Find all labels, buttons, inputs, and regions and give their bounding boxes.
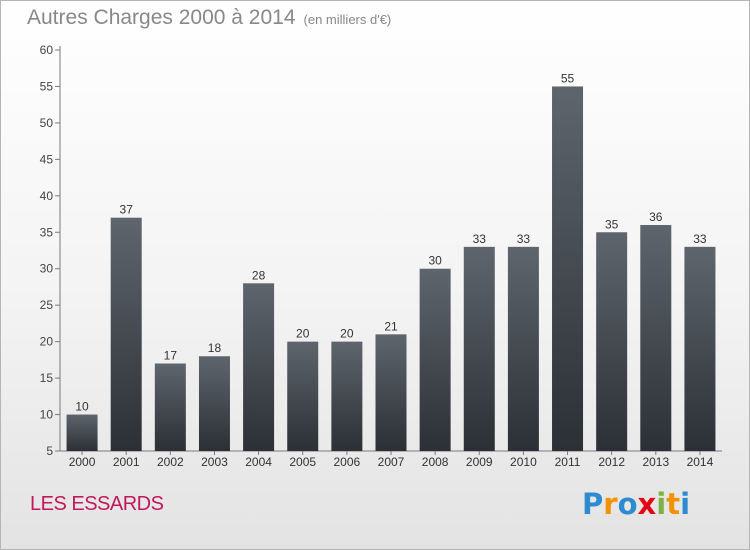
bar-value-label: 17 bbox=[164, 349, 178, 363]
chart-title: Autres Charges 2000 à 2014 (en milliers d… bbox=[27, 6, 391, 30]
bar-value-label: 20 bbox=[340, 327, 354, 341]
bar-value-label: 28 bbox=[252, 268, 266, 282]
bar-value-label: 33 bbox=[693, 232, 707, 246]
bar-value-label: 33 bbox=[517, 232, 531, 246]
y-tick-label: 30 bbox=[40, 262, 54, 276]
y-tick-label: 45 bbox=[40, 152, 54, 166]
bar-value-label: 18 bbox=[208, 341, 222, 355]
bar bbox=[552, 86, 584, 452]
bar bbox=[419, 268, 451, 451]
y-tick-label: 20 bbox=[40, 335, 54, 349]
bar bbox=[66, 414, 98, 451]
x-tick-label: 2002 bbox=[157, 455, 184, 469]
chart-title-text: Autres Charges 2000 à 2014 bbox=[27, 6, 296, 29]
y-tick-label: 5 bbox=[46, 444, 53, 458]
x-tick-label: 2006 bbox=[334, 455, 361, 469]
bar bbox=[331, 341, 363, 451]
x-tick-label: 2000 bbox=[69, 455, 96, 469]
x-tick-label: 2013 bbox=[642, 455, 669, 469]
bar bbox=[243, 283, 275, 451]
bar bbox=[287, 341, 319, 451]
y-tick-label: 10 bbox=[40, 408, 54, 422]
x-tick-label: 2005 bbox=[289, 455, 316, 469]
bar-value-label: 35 bbox=[605, 217, 619, 231]
chart-bars: 10 37 17 18 28 20 20 21 30 33 33 55 35 36 33 bbox=[66, 71, 716, 452]
x-tick-label: 2009 bbox=[466, 455, 493, 469]
x-tick-label: 2010 bbox=[510, 455, 537, 469]
bar-value-label: 21 bbox=[384, 319, 398, 333]
y-tick-label: 60 bbox=[40, 43, 54, 57]
y-tick-label: 35 bbox=[40, 225, 54, 239]
x-tick-label: 2014 bbox=[687, 455, 714, 469]
bar bbox=[640, 224, 672, 451]
bar-value-label: 36 bbox=[649, 210, 663, 224]
place-name: LES ESSARDS bbox=[30, 493, 164, 515]
bar-value-label: 20 bbox=[296, 327, 310, 341]
proxiti-logo: Proxiti bbox=[582, 487, 691, 521]
bar-value-label: 33 bbox=[473, 232, 487, 246]
x-tick-label: 2012 bbox=[598, 455, 625, 469]
x-tick-label: 2001 bbox=[113, 455, 140, 469]
bar bbox=[198, 356, 230, 451]
bar-value-label: 55 bbox=[561, 71, 575, 85]
x-tick-label: 2004 bbox=[245, 455, 272, 469]
bar bbox=[507, 246, 539, 451]
chart-unit: (en milliers d'€) bbox=[303, 12, 392, 27]
bar bbox=[463, 246, 495, 451]
y-tick-label: 55 bbox=[40, 79, 54, 93]
bar bbox=[684, 246, 716, 451]
x-tick-label: 2007 bbox=[378, 455, 405, 469]
x-tick-label: 2003 bbox=[201, 455, 228, 469]
bar-value-label: 37 bbox=[120, 203, 134, 217]
bar bbox=[375, 334, 407, 451]
y-tick-label: 40 bbox=[40, 189, 54, 203]
y-tick-label: 50 bbox=[40, 116, 54, 130]
bar bbox=[154, 363, 186, 451]
x-tick-label: 2008 bbox=[422, 455, 449, 469]
x-tick-label: 2011 bbox=[555, 455, 581, 469]
y-tick-label: 15 bbox=[40, 371, 54, 385]
bar bbox=[596, 232, 628, 451]
bar-value-label: 30 bbox=[428, 254, 442, 268]
y-tick-label: 25 bbox=[40, 298, 54, 312]
bar-value-label: 10 bbox=[75, 400, 89, 414]
chart-axes: 5 10 15 20 25 30 35 40 45 50 55 60 2000 2001 2002 2003 2… bbox=[40, 43, 722, 469]
bar bbox=[110, 217, 142, 451]
